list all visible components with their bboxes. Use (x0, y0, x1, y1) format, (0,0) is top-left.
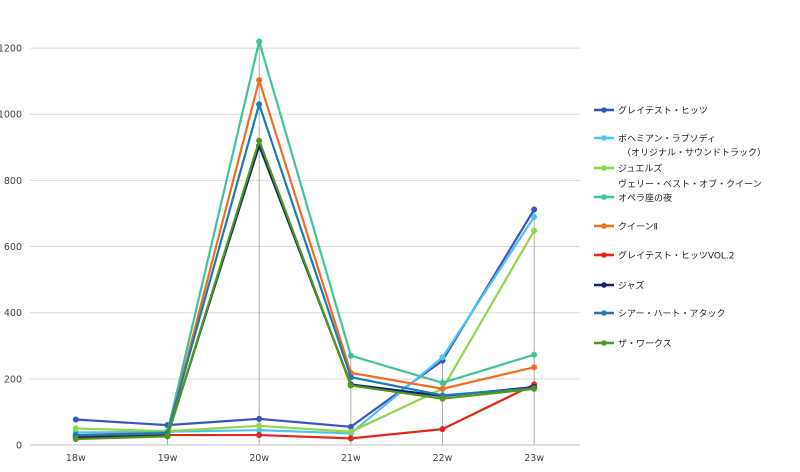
legend-item: ジュエルズ (594, 163, 662, 175)
data-point (256, 415, 263, 422)
y-tick-label: 400 (4, 308, 22, 319)
legend-swatch-marker (601, 194, 607, 200)
data-point (531, 213, 538, 220)
y-tick-label: 1200 (0, 44, 22, 55)
data-point (256, 422, 263, 429)
legend-label: ザ・ワークス (618, 339, 672, 350)
legend-label: ジャズ (618, 280, 645, 292)
series-2 (72, 227, 538, 435)
legend-item: ザ・ワークス (594, 339, 672, 350)
legend-label: グレイテスト・ヒッツ (618, 105, 708, 117)
x-tick-label: 23w (524, 453, 544, 464)
x-tick-label: 20w (249, 453, 269, 464)
gridlines (30, 47, 580, 446)
data-point (72, 435, 79, 443)
legend-label: ボヘミアン・ラプソディ（オリジナル・サウンドトラック） (618, 133, 766, 159)
series-4 (72, 77, 538, 440)
data-point (72, 416, 79, 423)
series-lines (72, 38, 538, 443)
legend-item: クイーンⅡ (594, 222, 658, 233)
data-point (256, 432, 263, 439)
y-tick-label: 800 (4, 176, 22, 187)
legend-label: クイーンⅡ (618, 222, 658, 233)
data-point (531, 206, 538, 213)
series-line (75, 79, 535, 438)
legend-item: シアー・ハート・アタック (594, 309, 725, 320)
y-tick-label: 1000 (0, 110, 22, 121)
data-point (439, 395, 446, 402)
legend-label: ヴェリー・ベスト・オブ・クイーンオペラ座の夜 (618, 178, 762, 204)
data-point (439, 426, 446, 433)
legend-item: ヴェリー・ベスト・オブ・クイーンオペラ座の夜 (594, 178, 762, 204)
legend-swatch-marker (601, 165, 607, 171)
data-point (256, 38, 263, 45)
data-point (347, 352, 354, 359)
series-line (75, 103, 535, 437)
data-point (256, 101, 263, 108)
data-point (439, 354, 446, 361)
legend-swatch-marker (601, 135, 607, 141)
legend-swatch-marker (601, 340, 607, 346)
data-point (347, 382, 354, 389)
legend-swatch-marker (601, 107, 607, 113)
y-tick-label: 200 (4, 374, 22, 385)
data-point (531, 364, 538, 371)
data-point (531, 227, 538, 234)
series-1 (72, 213, 538, 437)
data-point (531, 351, 538, 358)
series-7 (72, 101, 538, 439)
data-point (256, 137, 263, 144)
legend-swatch-marker (601, 252, 607, 258)
data-point (164, 433, 171, 440)
x-tick-label: 21w (341, 453, 361, 464)
legend-swatch-marker (601, 282, 607, 288)
legend-swatch-marker (601, 310, 607, 316)
x-tick-label: 19w (158, 453, 178, 464)
legend-label: ジュエルズ (618, 163, 662, 175)
x-tick-label: 18w (66, 453, 86, 464)
legend-item: ボヘミアン・ラプソディ（オリジナル・サウンドトラック） (594, 133, 766, 159)
legend-item: グレイテスト・ヒッツVOL.2 (594, 250, 735, 262)
data-point (256, 77, 263, 84)
legend-label: グレイテスト・ヒッツVOL.2 (618, 250, 735, 262)
legend-swatch-marker (601, 223, 607, 229)
series-8 (72, 137, 538, 443)
axes: 0 200 400 600 800 1000 1200 18w 19w 20w 21w 22w 23w (0, 44, 580, 464)
series-line (75, 216, 536, 435)
legend-label: シアー・ハート・アタック (618, 309, 725, 320)
y-tick-label: 600 (4, 242, 22, 253)
legend-item: グレイテスト・ヒッツ (594, 105, 708, 117)
y-tick-label: 0 (16, 441, 22, 452)
data-point (439, 385, 446, 392)
series-line (75, 230, 536, 433)
data-point (439, 379, 446, 386)
legend-item: ジャズ (594, 280, 645, 292)
data-point (347, 435, 354, 442)
data-point (531, 385, 538, 392)
data-point (347, 428, 354, 435)
series-line (75, 139, 535, 441)
x-tick-label: 22w (433, 453, 453, 464)
data-point (72, 425, 79, 432)
